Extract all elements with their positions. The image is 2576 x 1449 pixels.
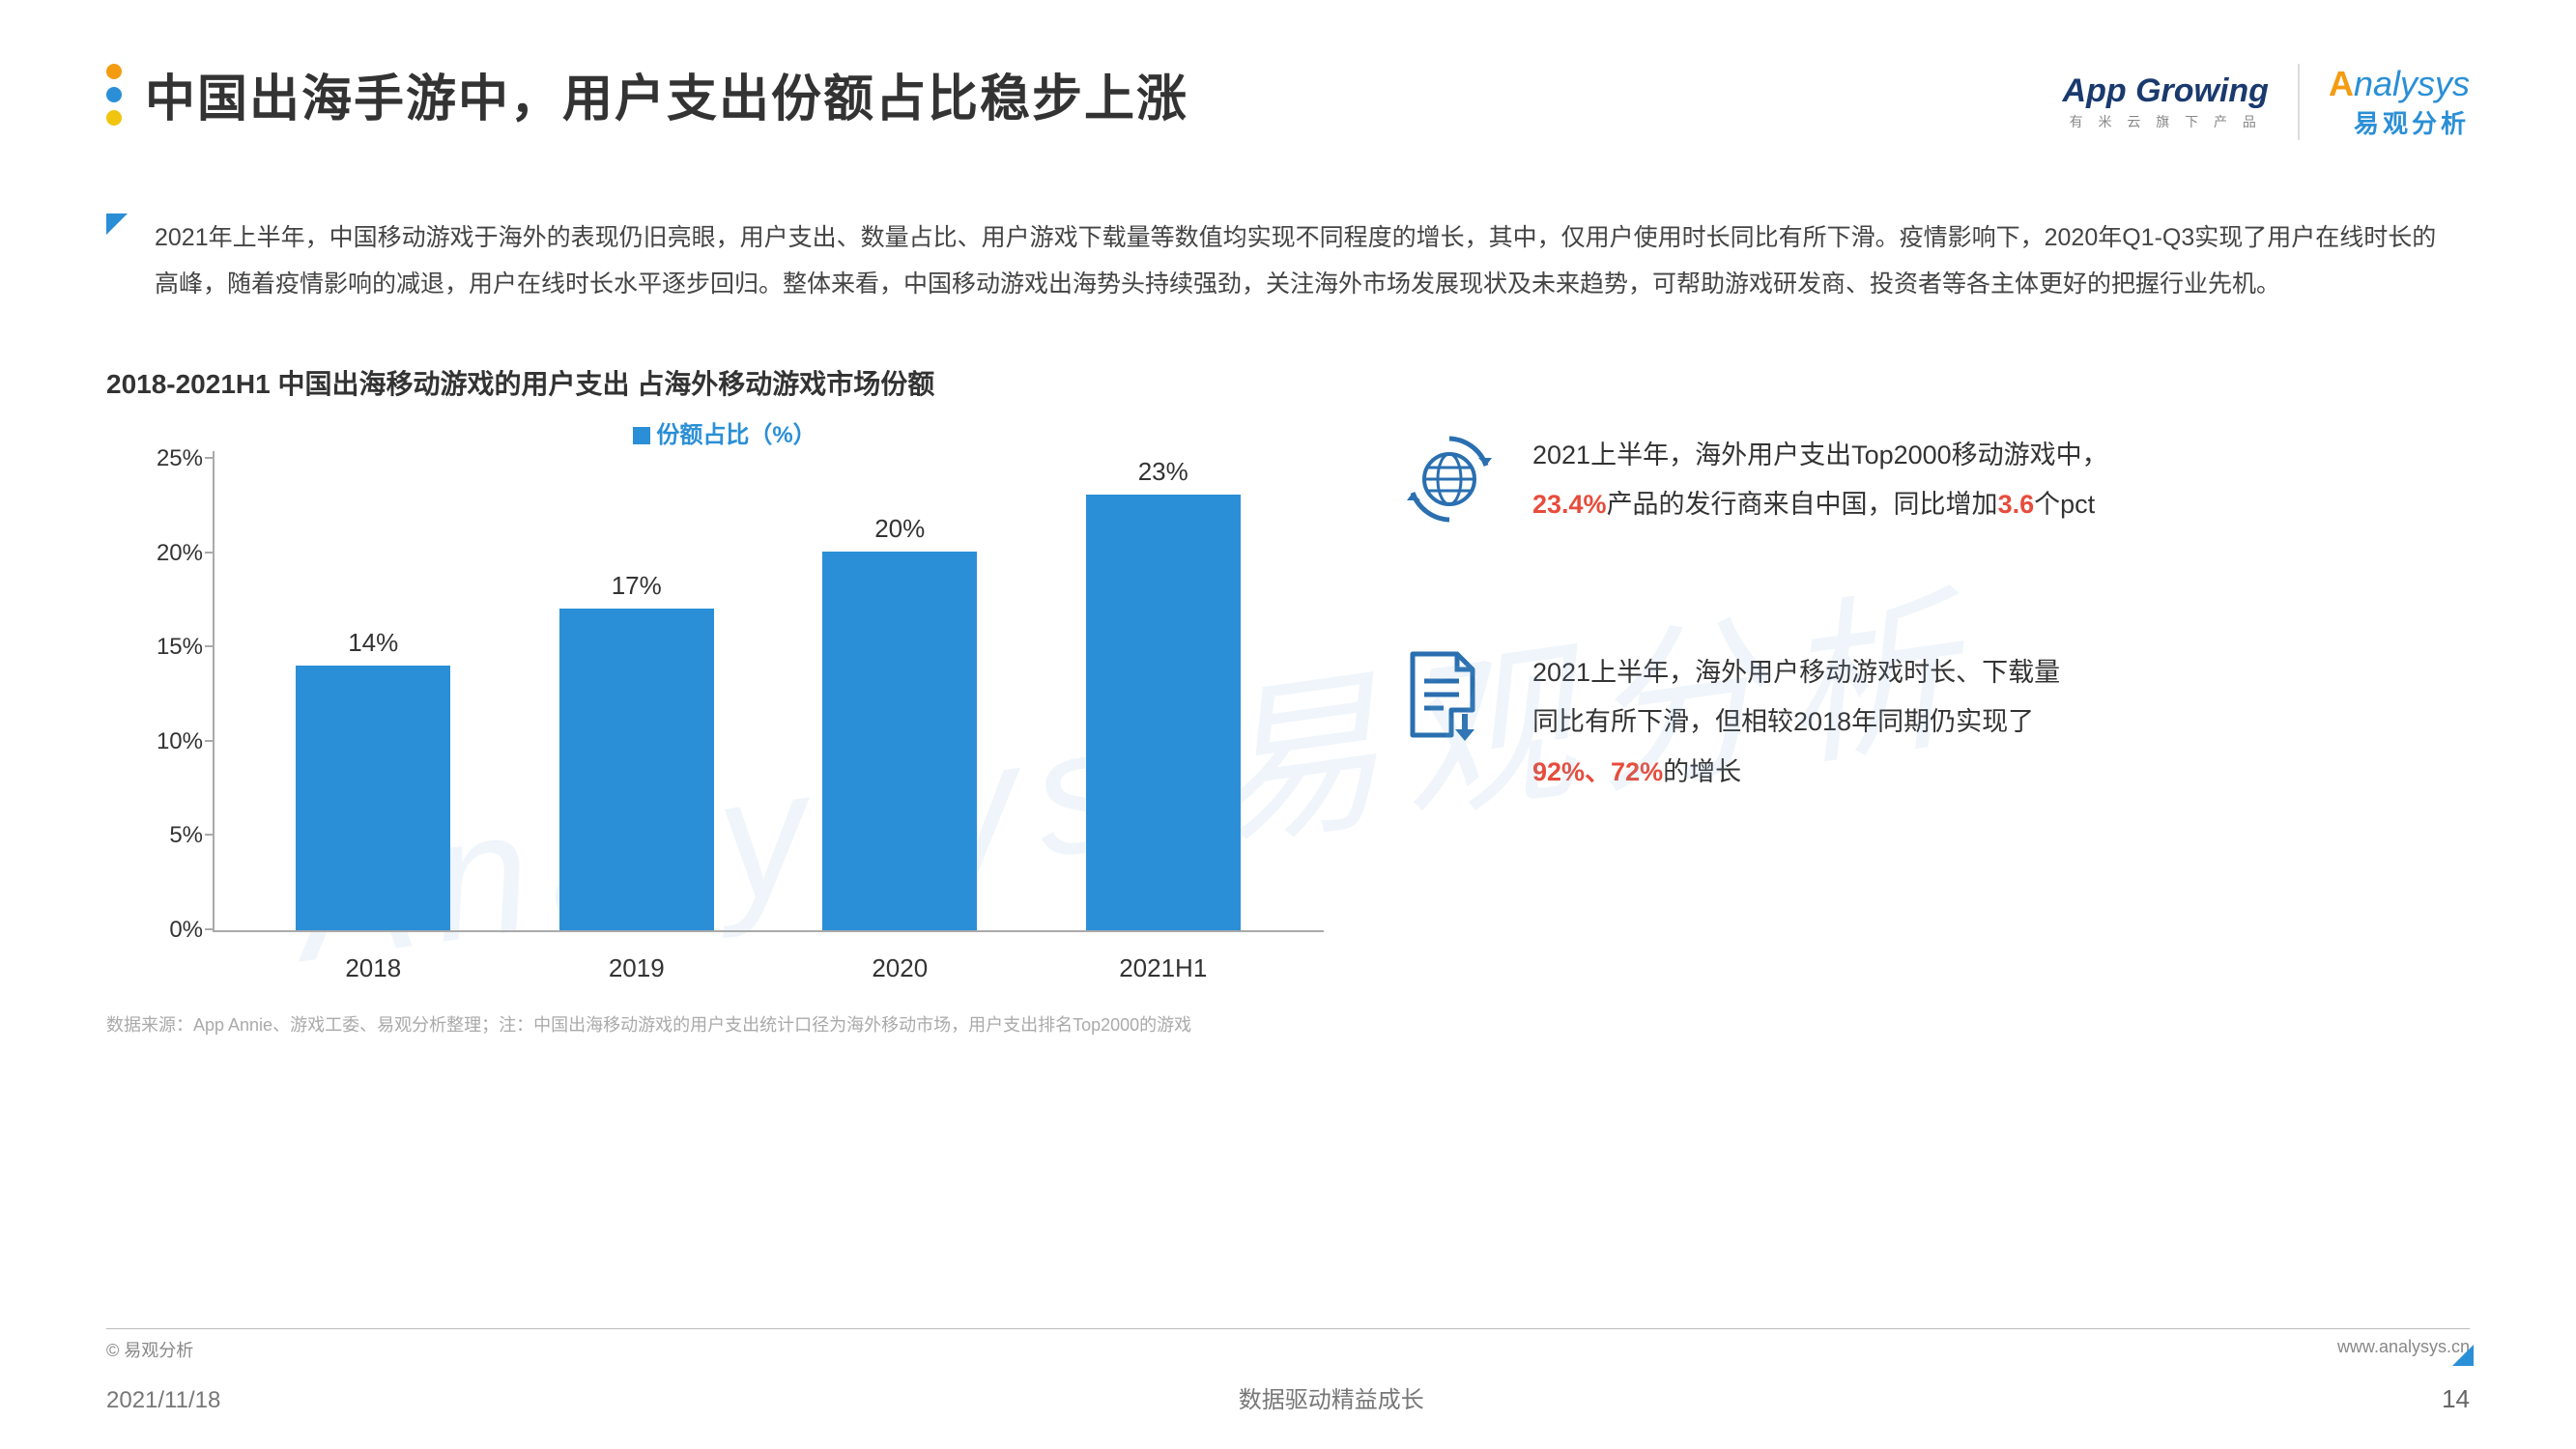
header: 中国出海手游中，用户支出份额占比稳步上涨 App Growing 有 米 云 旗… — [106, 58, 2470, 140]
copyright: © 易观分析 — [106, 1337, 193, 1362]
globe-icon — [1401, 431, 1498, 532]
title-dots — [106, 64, 122, 126]
page-number: 14 — [2442, 1384, 2470, 1414]
x-tick-label: 2019 — [550, 942, 724, 990]
callout-1: 2021上半年，海外用户支出Top2000移动游戏中， 23.4%产品的发行商来… — [1401, 431, 2470, 532]
chart-legend: 份额占比（%） — [106, 415, 1343, 449]
x-tick-label: 2018 — [286, 942, 460, 990]
intro-text: 2021年上半年，中国移动游戏于海外的表现仍旧亮眼，用户支出、数量占比、用户游戏… — [155, 215, 2460, 307]
y-tick-label: 5% — [116, 822, 203, 849]
bar-value-label: 23% — [1138, 457, 1188, 487]
bar: 14% — [286, 628, 460, 930]
bar: 20% — [813, 514, 987, 930]
footer: 2021/11/18 数据驱动精益成长 14 — [106, 1380, 2470, 1414]
x-tick-label: 2020 — [813, 942, 987, 990]
dot — [106, 87, 122, 102]
bar-value-label: 14% — [348, 628, 398, 658]
data-source-note: 数据来源：App Annie、游戏工委、易观分析整理；注：中国出海移动游戏的用户… — [106, 1011, 1343, 1037]
callout-2: 2021上半年，海外用户移动游戏时长、下载量 同比有所下滑，但相较2018年同期… — [1401, 648, 2470, 797]
appgrowing-logo: App Growing 有 米 云 旗 下 产 品 — [2063, 72, 2269, 131]
y-tick-label: 0% — [116, 917, 203, 944]
footer-date: 2021/11/18 — [106, 1387, 220, 1414]
logos: App Growing 有 米 云 旗 下 产 品 Analysys 易观分析 — [2063, 58, 2470, 140]
triangle-marker-icon — [106, 213, 128, 235]
bar-chart: 14%17%20%23% 0%5%10%15%20%25% 2018201920… — [106, 459, 1343, 990]
x-tick-label: 2021H1 — [1076, 942, 1250, 990]
callout-text: 2021上半年，海外用户移动游戏时长、下载量 同比有所下滑，但相较2018年同期… — [1532, 648, 2060, 797]
page-title: 中国出海手游中，用户支出份额占比稳步上涨 — [145, 58, 1188, 130]
footer-tagline: 数据驱动精益成长 — [1239, 1380, 1424, 1414]
callout-text: 2021上半年，海外用户支出Top2000移动游戏中， 23.4%产品的发行商来… — [1532, 431, 2108, 530]
bar: 23% — [1076, 457, 1250, 930]
bar-value-label: 17% — [612, 571, 662, 601]
bar-value-label: 20% — [874, 514, 925, 544]
y-tick-label: 15% — [116, 634, 203, 661]
analysys-logo: Analysys 易观分析 — [2298, 64, 2470, 140]
document-download-icon — [1401, 648, 1498, 750]
copyright-row: © 易观分析 www.analysys.cn — [106, 1328, 2470, 1362]
bar: 17% — [550, 571, 724, 930]
dot — [106, 110, 122, 126]
y-tick-label: 10% — [116, 728, 203, 755]
intro-paragraph: 2021年上半年，中国移动游戏于海外的表现仍旧亮眼，用户支出、数量占比、用户游戏… — [106, 188, 2470, 334]
dot — [106, 64, 122, 79]
url: www.analysys.cn — [2337, 1337, 2470, 1362]
chart-title: 2018-2021H1 中国出海移动游戏的用户支出 占海外移动游戏市场份额 — [106, 363, 1343, 402]
y-tick-label: 20% — [116, 540, 203, 567]
corner-triangle-icon — [2452, 1345, 2474, 1366]
y-tick-label: 25% — [116, 445, 203, 472]
